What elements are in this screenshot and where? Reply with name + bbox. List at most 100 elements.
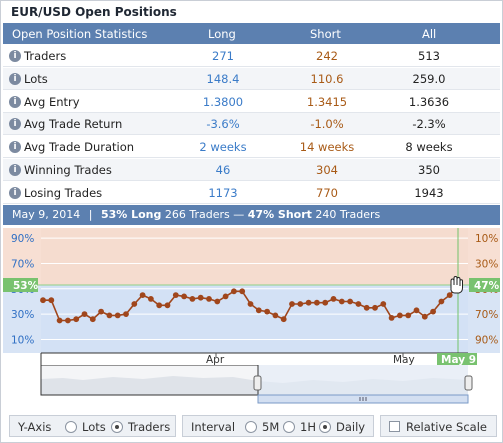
header-short: Short bbox=[310, 27, 341, 41]
range-navigator[interactable] bbox=[3, 364, 500, 410]
long-value: 2 weeks bbox=[199, 140, 247, 155]
summary-long-pct: 53% Long bbox=[100, 208, 162, 221]
radio-lots[interactable] bbox=[65, 421, 77, 433]
long-value: 1173 bbox=[208, 185, 238, 200]
data-point[interactable] bbox=[264, 308, 270, 315]
info-icon[interactable]: i bbox=[9, 164, 21, 176]
data-point[interactable] bbox=[106, 312, 113, 319]
stats-table-header: Open Position Statistics Long Short All bbox=[3, 23, 500, 44]
data-point[interactable] bbox=[239, 288, 246, 295]
radio-daily-label[interactable]: Daily bbox=[336, 420, 366, 434]
data-point[interactable] bbox=[380, 301, 387, 307]
radio-5m[interactable] bbox=[245, 421, 257, 433]
info-icon[interactable]: i bbox=[9, 95, 21, 108]
table-row: i Winning Trades 46 304 350 bbox=[3, 159, 500, 181]
data-point[interactable] bbox=[56, 317, 63, 324]
radio-traders-label[interactable]: Traders bbox=[128, 420, 171, 434]
relative-scale-label[interactable]: Relative Scale bbox=[406, 420, 487, 434]
data-point[interactable] bbox=[289, 301, 295, 307]
radio-1h[interactable] bbox=[283, 421, 295, 433]
long-value: 148.4 bbox=[206, 71, 240, 86]
data-point[interactable] bbox=[123, 311, 129, 317]
data-point[interactable] bbox=[272, 312, 279, 319]
data-point[interactable] bbox=[40, 297, 46, 304]
short-value: 1.3415 bbox=[306, 94, 348, 109]
data-point[interactable] bbox=[81, 311, 88, 317]
data-point[interactable] bbox=[255, 307, 262, 314]
long-value: 271 bbox=[212, 49, 234, 63]
left-axis-tick-label: 70% bbox=[11, 258, 34, 270]
table-row: i Avg Trade Duration 2 weeks 14 weeks 8 week… bbox=[3, 136, 500, 159]
radio-daily[interactable] bbox=[319, 421, 331, 433]
navigator-selected-range[interactable] bbox=[258, 365, 468, 395]
data-point[interactable] bbox=[139, 292, 146, 298]
data-point[interactable] bbox=[363, 304, 370, 311]
info-icon[interactable]: i bbox=[9, 72, 21, 85]
relative-scale-checkbox[interactable] bbox=[389, 421, 400, 432]
data-point[interactable] bbox=[65, 317, 71, 324]
left-current-label: 53% bbox=[13, 280, 39, 292]
panel-title: EUR/USD Open Positions bbox=[11, 5, 177, 19]
all-value: 259.0 bbox=[412, 71, 446, 86]
data-point[interactable] bbox=[181, 293, 188, 300]
data-point[interactable] bbox=[172, 292, 179, 298]
header-long: Long bbox=[208, 27, 236, 41]
data-point[interactable] bbox=[430, 308, 436, 315]
data-point[interactable] bbox=[114, 312, 121, 319]
data-point[interactable] bbox=[73, 316, 80, 323]
data-point[interactable] bbox=[388, 315, 395, 321]
data-point[interactable] bbox=[314, 299, 320, 306]
right-axis-tick-label: 10% bbox=[475, 233, 498, 245]
data-point[interactable] bbox=[148, 296, 154, 302]
info-icon[interactable]: i bbox=[9, 186, 21, 199]
data-point[interactable] bbox=[231, 288, 237, 295]
radio-1h-label[interactable]: 1H bbox=[300, 420, 316, 434]
data-point[interactable] bbox=[156, 302, 163, 309]
data-point[interactable] bbox=[189, 296, 196, 302]
data-point[interactable] bbox=[164, 302, 171, 309]
radio-traders[interactable] bbox=[111, 421, 123, 433]
data-point[interactable] bbox=[131, 301, 138, 307]
data-point[interactable] bbox=[247, 301, 254, 307]
data-point[interactable] bbox=[330, 296, 337, 302]
data-point[interactable] bbox=[413, 307, 420, 314]
data-point[interactable] bbox=[347, 298, 353, 305]
data-point[interactable] bbox=[372, 304, 378, 311]
data-point[interactable] bbox=[206, 296, 212, 302]
positions-chart-svg[interactable]: 90%70%50%30%10% 10%30%50%70%90% 53% 47% … bbox=[3, 225, 500, 366]
radio-5m-label[interactable]: 5M bbox=[262, 420, 280, 434]
short-value: 770 bbox=[316, 185, 338, 200]
data-point[interactable] bbox=[305, 299, 312, 306]
data-point[interactable] bbox=[322, 299, 329, 306]
positions-chart[interactable]: 90%70%50%30%10% 10%30%50%70%90% 53% 47% … bbox=[3, 225, 500, 366]
info-icon[interactable]: i bbox=[9, 118, 21, 131]
x-label-may: May bbox=[393, 354, 415, 365]
data-point[interactable] bbox=[197, 294, 204, 301]
info-icon[interactable]: i bbox=[9, 141, 21, 154]
data-point[interactable] bbox=[405, 312, 412, 319]
left-axis-tick-label: 30% bbox=[11, 309, 34, 321]
row-label: Traders bbox=[24, 49, 67, 63]
data-point[interactable] bbox=[89, 316, 96, 323]
data-point[interactable] bbox=[280, 316, 287, 323]
data-point[interactable] bbox=[446, 292, 453, 298]
range-navigator-svg[interactable] bbox=[3, 364, 500, 410]
info-icon[interactable]: i bbox=[9, 50, 21, 62]
data-point[interactable] bbox=[214, 298, 221, 305]
navigator-left-handle[interactable] bbox=[253, 375, 262, 391]
data-point[interactable] bbox=[355, 301, 362, 307]
data-point[interactable] bbox=[397, 312, 403, 319]
relative-scale-control[interactable]: Relative Scale bbox=[380, 415, 497, 437]
data-point[interactable] bbox=[421, 313, 428, 320]
data-point[interactable] bbox=[438, 298, 445, 305]
data-point[interactable] bbox=[222, 293, 229, 300]
radio-lots-label[interactable]: Lots bbox=[82, 420, 106, 434]
data-point[interactable] bbox=[338, 298, 345, 305]
right-current-tag bbox=[469, 278, 500, 292]
current-date-tag bbox=[437, 353, 477, 365]
data-point[interactable] bbox=[48, 297, 55, 304]
navigator-right-handle[interactable] bbox=[464, 375, 473, 391]
short-value: -1.0% bbox=[310, 117, 344, 132]
data-point[interactable] bbox=[297, 301, 304, 307]
data-point[interactable] bbox=[98, 308, 104, 315]
